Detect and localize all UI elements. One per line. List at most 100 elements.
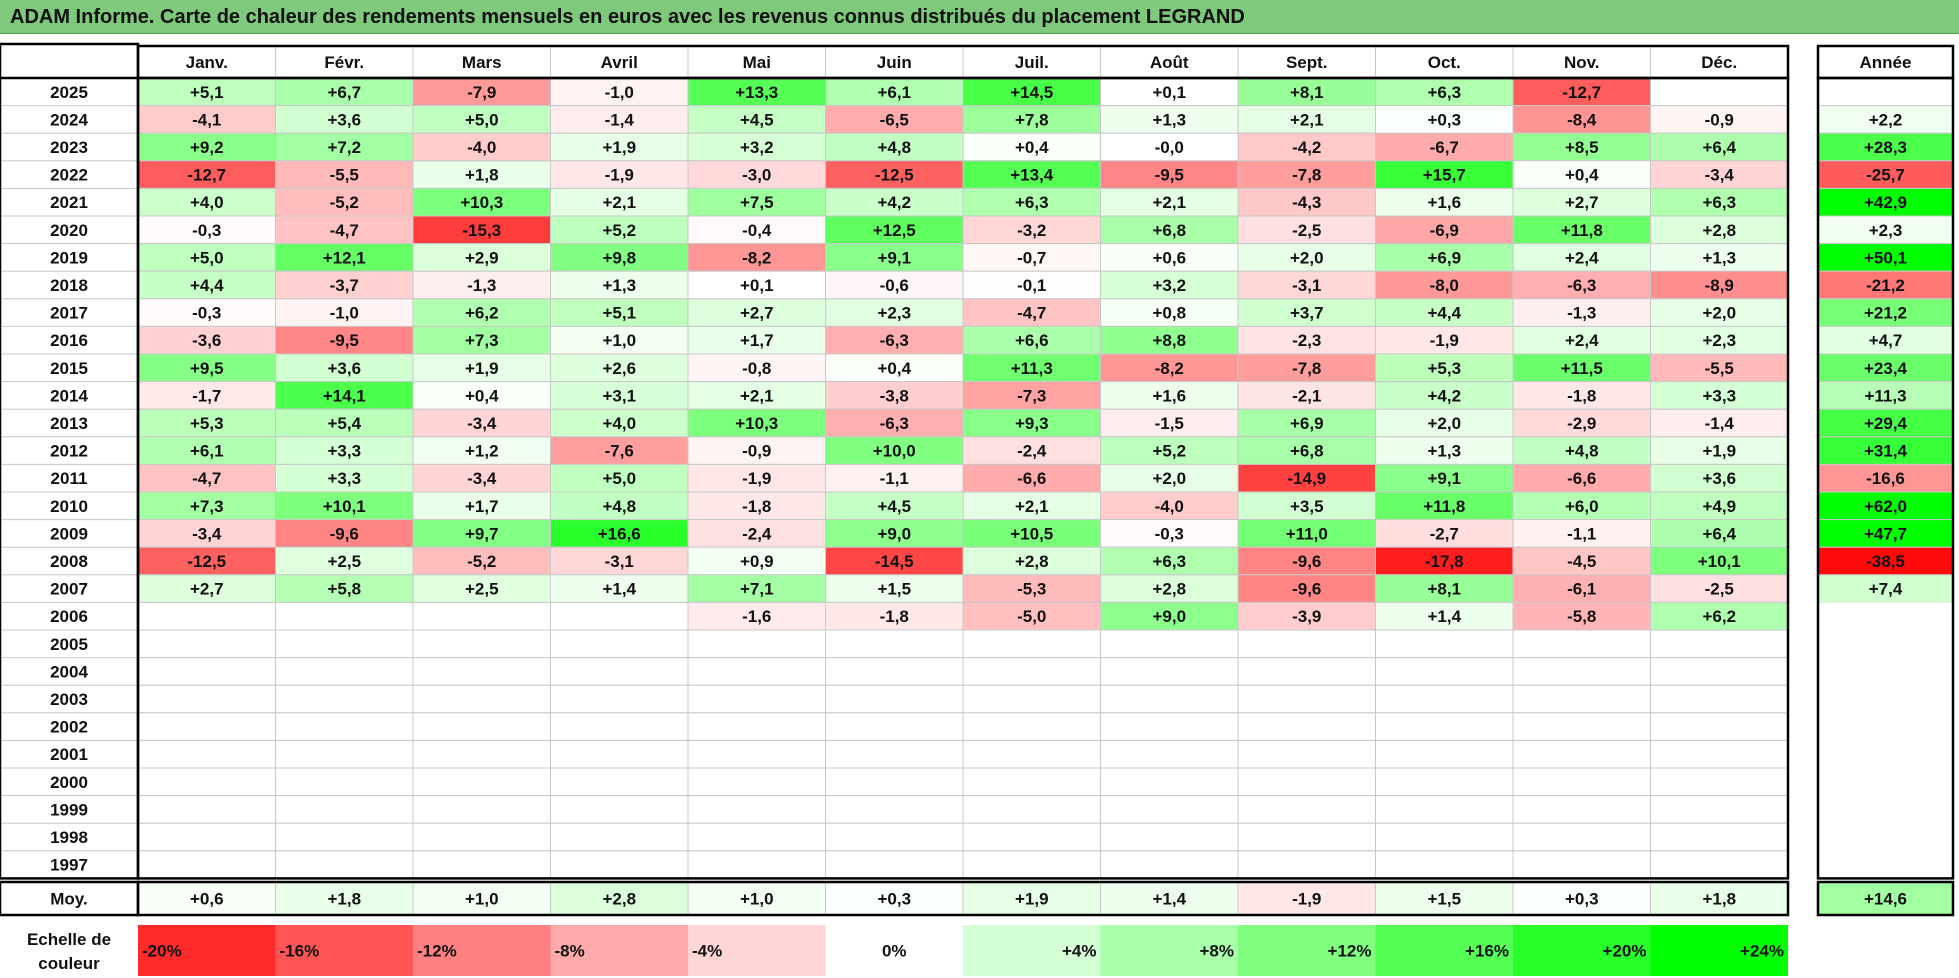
heatmap-cell [962, 215, 1101, 245]
heatmap-cell [1650, 739, 1789, 769]
heatmap-cell [962, 739, 1101, 769]
cell-value: +0,4 [465, 386, 499, 405]
cell-value: +2,0 [1152, 469, 1186, 488]
heatmap-cell [1100, 436, 1239, 465]
heatmap-cell [1237, 739, 1376, 769]
heatmap-cell [550, 353, 689, 383]
heatmap-cell [1512, 270, 1651, 300]
row-label-year: 1998 [50, 828, 88, 847]
heatmap-cell [1375, 739, 1514, 769]
heatmap-cell [275, 574, 414, 603]
heatmap-cell [412, 160, 551, 189]
cell-value: -4,7 [192, 469, 221, 488]
heatmap-cell [275, 298, 414, 327]
average-value: +1,5 [1427, 890, 1461, 909]
annual-value: +62,0 [1864, 497, 1907, 516]
cell-value: -3,6 [192, 331, 221, 350]
cell-value: +1,5 [877, 580, 911, 599]
cell-value: -3,4 [467, 469, 497, 488]
cell-value: +6,7 [327, 83, 361, 102]
cell-value: -4,5 [1567, 552, 1596, 571]
heatmap-cell [1237, 795, 1376, 824]
heatmap-cells [137, 45, 1954, 976]
row-label-year: 2021 [50, 193, 88, 212]
heatmap-cell [825, 325, 964, 355]
cell-value: +4,0 [602, 414, 636, 433]
row-label-year: 2024 [50, 110, 88, 129]
cell-value: +4,5 [877, 497, 911, 516]
heatmap-cell [825, 353, 964, 383]
cell-value: -6,5 [880, 110, 909, 129]
cell-value: +6,6 [1015, 331, 1049, 350]
cell-value: +2,8 [1702, 221, 1736, 240]
heatmap-cell [1100, 105, 1239, 134]
heatmap-cell [137, 822, 276, 852]
cell-value: +9,0 [877, 524, 911, 543]
cell-value: -0,3 [192, 221, 221, 240]
cell-value: +10,3 [460, 193, 503, 212]
cell-value: -8,2 [742, 248, 771, 267]
heatmap-cell [825, 463, 964, 493]
heatmap-cell [962, 491, 1101, 521]
cell-value: -8,9 [1705, 276, 1734, 295]
cell-value: +6,2 [1702, 607, 1736, 626]
heatmap-cell [412, 574, 551, 603]
row-label-year: 2016 [50, 331, 88, 350]
cell-value: +4,4 [190, 276, 224, 295]
cell-value: +1,9 [1702, 442, 1736, 461]
row-label-year: 2010 [50, 497, 88, 516]
cell-value: +1,6 [1152, 386, 1186, 405]
cell-value: +2,0 [1702, 304, 1736, 323]
cell-value: +1,3 [1152, 110, 1186, 129]
heatmap-cell [962, 657, 1101, 686]
heatmap-cell [962, 408, 1101, 438]
heatmap-cell [412, 408, 551, 438]
cell-value: +2,8 [1152, 580, 1186, 599]
cell-value: -5,3 [1017, 580, 1046, 599]
annual-cell [1818, 602, 1953, 630]
cell-value: +6,0 [1565, 497, 1599, 516]
cell-value: -1,9 [742, 469, 771, 488]
heatmap-cell [1100, 739, 1239, 769]
heatmap-cell [412, 77, 551, 107]
heatmap-cell [1375, 822, 1514, 852]
heatmap-cell [1650, 77, 1789, 107]
annual-cell [1817, 187, 1954, 217]
heatmap-cell [1100, 574, 1239, 603]
row-label-year: 2003 [50, 690, 88, 709]
scale-label: Echelle de [27, 930, 111, 949]
heatmap-cell [1237, 712, 1376, 741]
heatmap-cell [825, 739, 964, 769]
heatmap-cell [962, 546, 1101, 576]
cell-value: +2,0 [1290, 248, 1324, 267]
cell-value: +8,5 [1565, 138, 1599, 157]
cell-value: -2,4 [1017, 442, 1047, 461]
cell-value: +9,1 [877, 248, 911, 267]
cell-value: +3,6 [327, 110, 361, 129]
heatmap-cell [825, 629, 964, 659]
cell-value: +2,3 [877, 304, 911, 323]
heatmap-cell [962, 712, 1101, 741]
heatmap-cell [687, 243, 826, 272]
average-cell [1650, 881, 1789, 916]
heatmap-cell [1237, 77, 1376, 107]
heatmap-cell [412, 822, 551, 852]
cell-value: -6,3 [1567, 276, 1596, 295]
annual-cell [1817, 215, 1954, 245]
scale-step-label: -20% [142, 942, 182, 961]
heatmap-cell [687, 657, 826, 686]
heatmap-cell [1375, 187, 1514, 217]
cell-value: +2,0 [1427, 414, 1461, 433]
cell-value: +1,4 [602, 580, 636, 599]
cell-value: -2,5 [1292, 221, 1321, 240]
heatmap-cell [1650, 491, 1789, 521]
heatmap-cell [550, 519, 689, 548]
cell-value: +5,3 [190, 414, 224, 433]
heatmap-cell [1512, 657, 1651, 686]
cell-value: +2,1 [1290, 110, 1324, 129]
cell-value: -5,2 [330, 193, 359, 212]
annual-cell [1818, 630, 1953, 658]
annual-value: +4,7 [1869, 331, 1903, 350]
heatmap-cell [1100, 601, 1239, 631]
heatmap-cell [1100, 822, 1239, 852]
